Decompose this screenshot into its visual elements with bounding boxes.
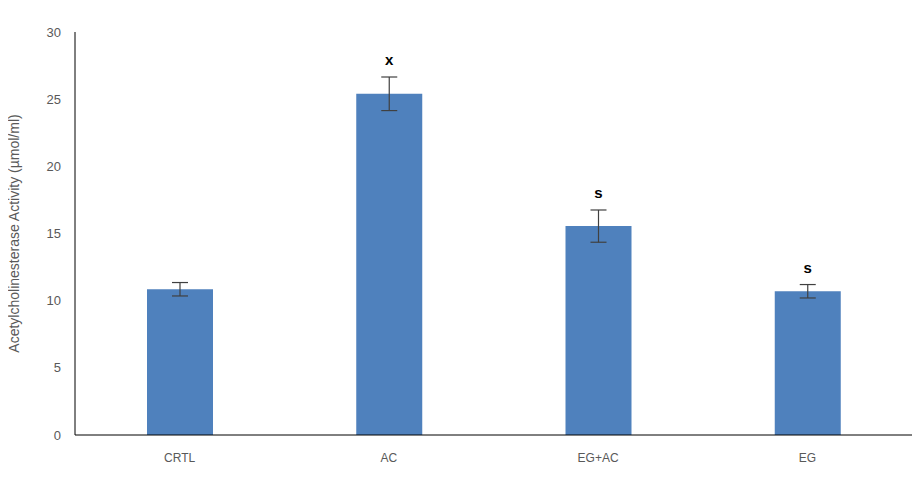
svg-text:20: 20	[47, 159, 61, 174]
svg-text:5: 5	[54, 360, 61, 375]
svg-text:CRTL: CRTL	[164, 451, 195, 465]
svg-text:x: x	[385, 51, 394, 68]
svg-text:30: 30	[47, 25, 61, 40]
svg-text:0: 0	[54, 428, 61, 443]
svg-text:EG+AC: EG+AC	[578, 451, 619, 465]
svg-text:15: 15	[47, 226, 61, 241]
svg-text:25: 25	[47, 92, 61, 107]
svg-text:s: s	[594, 184, 602, 201]
svg-text:10: 10	[47, 293, 61, 308]
svg-text:Acetylcholinesterase Activity: Acetylcholinesterase Activity (µmol/ml)	[8, 114, 22, 352]
svg-text:EG: EG	[799, 451, 816, 465]
svg-text:AC: AC	[381, 451, 398, 465]
svg-text:s: s	[804, 259, 812, 276]
